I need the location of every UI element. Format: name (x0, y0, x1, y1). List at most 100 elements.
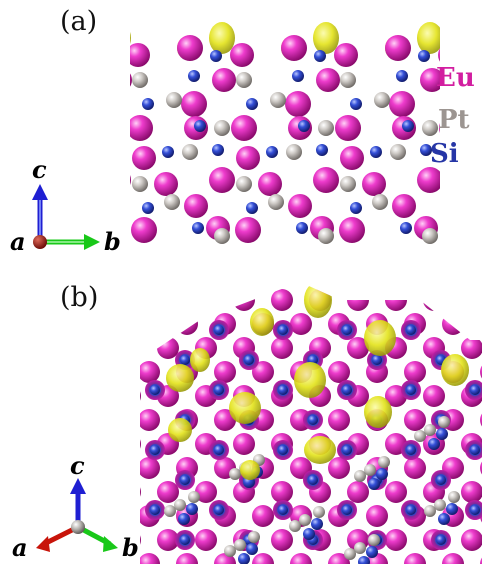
eu-atom (195, 481, 217, 503)
legend-eu: Eu (436, 63, 475, 93)
eu-atom (140, 409, 160, 431)
pt-atom (62, 92, 78, 108)
si-atom (436, 475, 446, 485)
pt-atom (344, 548, 356, 560)
eu-atom (366, 553, 388, 564)
axis-label-b: b (104, 227, 121, 256)
si-atom (214, 505, 224, 515)
si-atom (400, 222, 412, 234)
si-atom (106, 50, 118, 62)
axes-indicator-b: c a b (12, 451, 139, 562)
legend-si: Si (430, 139, 459, 169)
eu-atom (271, 529, 293, 551)
pt-atom (60, 194, 76, 210)
axis-label-c: c (32, 155, 47, 184)
eu-atom (271, 481, 293, 503)
si-atom (278, 385, 288, 395)
eu-atom (290, 313, 312, 335)
pt-atom (424, 424, 436, 436)
eu-atom (214, 553, 236, 564)
si-atom (194, 120, 206, 132)
eu-atom (140, 553, 160, 564)
si-atom (180, 475, 190, 485)
eu-atom (316, 68, 340, 92)
eu-atom (392, 194, 416, 218)
si-atom (314, 50, 326, 62)
eu-atom (130, 43, 150, 67)
si-atom (370, 146, 382, 158)
si-atom (296, 222, 308, 234)
pt-atom (422, 228, 438, 244)
isosurface-blob (294, 362, 326, 398)
pt-atom (28, 72, 44, 88)
pt-atom (164, 505, 176, 517)
si-atom (446, 503, 458, 515)
eu-atom (140, 337, 141, 359)
eu-atom (195, 529, 217, 551)
eu-atom (339, 217, 365, 243)
si-atom (470, 325, 480, 335)
si-atom (418, 50, 430, 62)
eu-atom (404, 361, 426, 383)
pt-atom (478, 92, 482, 108)
si-atom (298, 120, 310, 132)
si-atom (84, 70, 96, 82)
si-atom (350, 202, 362, 214)
c-axis-arrowhead (32, 184, 48, 200)
pt-atom (448, 491, 460, 503)
si-atom (246, 98, 258, 110)
eu-atom (461, 481, 482, 503)
si-atom (308, 475, 318, 485)
eu-atom (130, 115, 153, 141)
eu-atom (157, 481, 179, 503)
si-atom (238, 553, 250, 564)
eu-atom (281, 35, 307, 61)
panel-b-label: (b) (60, 282, 98, 313)
eu-atom (176, 553, 198, 564)
si-atom (210, 50, 222, 62)
axis-label-b-b: b (122, 533, 139, 562)
eu-atom (404, 409, 426, 431)
pt-atom (78, 144, 94, 160)
legend-pt: Pt (438, 105, 470, 135)
eu-atom (271, 337, 293, 359)
eu-atom (140, 385, 141, 407)
pt-atom (340, 176, 356, 192)
si-atom (303, 528, 315, 540)
pt-atom (164, 194, 180, 210)
isosurface-blob (166, 364, 194, 392)
eu-atom (439, 123, 440, 133)
pt-atom (236, 72, 252, 88)
si-atom (108, 144, 120, 156)
eu-atom (385, 289, 407, 311)
isosurface-blob (73, 36, 95, 60)
si-atom (150, 385, 160, 395)
si-atom (292, 70, 304, 82)
eu-atom (80, 116, 104, 140)
pt-atom (289, 520, 301, 532)
pt-atom (214, 120, 230, 136)
pt-atom (340, 72, 356, 88)
eu-atom (362, 172, 386, 196)
si-atom (372, 355, 382, 365)
eu-atom (233, 433, 255, 455)
eu-atom (423, 289, 445, 311)
element-legend: Eu Pt Si (430, 63, 475, 169)
si-atom (470, 505, 480, 515)
eu-atom (230, 43, 254, 67)
si-atom (436, 535, 446, 545)
eu-atom (130, 73, 132, 87)
pt-atom (422, 120, 438, 136)
si-atom (366, 546, 378, 558)
isosurface-blob (209, 22, 235, 54)
eu-atom (288, 194, 312, 218)
si-atom (150, 325, 160, 335)
eu-atom (157, 529, 179, 551)
eu-atom (442, 553, 464, 564)
si-atom (88, 222, 100, 234)
eu-atom (335, 115, 361, 141)
pt-atom (174, 499, 186, 511)
si-atom (406, 325, 416, 335)
pt-atom (364, 464, 376, 476)
axis-label-a: a (10, 227, 26, 256)
